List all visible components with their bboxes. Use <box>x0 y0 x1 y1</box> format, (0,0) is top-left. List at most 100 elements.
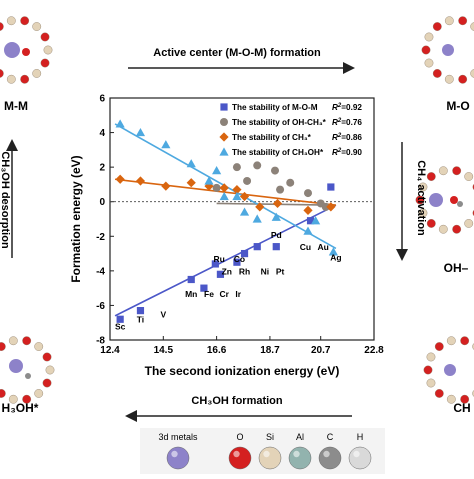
atom-label: Si <box>266 432 274 442</box>
ring-atom <box>43 45 53 55</box>
ring-atom <box>40 32 50 42</box>
atom-sphere <box>318 446 342 470</box>
data-point <box>303 226 313 235</box>
ring-atom <box>6 16 16 26</box>
ring-atom <box>421 45 431 55</box>
legend-r2: R2=0.76 <box>332 118 362 127</box>
ring-atom <box>446 394 456 404</box>
ring-atom <box>446 336 456 346</box>
legend-marker <box>220 103 228 111</box>
guest-atom <box>22 48 30 56</box>
data-point <box>161 181 171 191</box>
bottom-flow-label: CH₃OH formation <box>191 395 283 407</box>
point-label: Ti <box>137 315 144 325</box>
data-point <box>212 166 222 175</box>
data-point <box>304 189 312 198</box>
legend-r2: R2=0.90 <box>332 148 362 157</box>
point-label: V <box>160 310 166 320</box>
ring-atom <box>34 389 44 398</box>
ring-atom <box>426 172 436 181</box>
ring-atom <box>438 224 448 234</box>
point-label: Zn <box>222 266 232 276</box>
legend-label: The stability of OH-CH₃* <box>232 118 327 127</box>
ring-atom <box>434 342 444 351</box>
data-point <box>303 205 313 215</box>
legend-marker <box>219 132 229 142</box>
ring-atom <box>0 69 4 78</box>
zeolite-structures <box>0 16 474 404</box>
x-tick-label: 18.7 <box>260 345 280 356</box>
ring-atom <box>434 389 444 398</box>
guest-atom <box>444 364 456 376</box>
point-label: Pd <box>271 230 282 240</box>
ring-atom <box>42 378 52 388</box>
ring-atom <box>418 182 428 192</box>
plot-frame <box>109 97 375 341</box>
data-point <box>272 198 283 209</box>
label-ch: CH <box>453 401 470 415</box>
data-point <box>204 176 214 185</box>
guest-atom <box>25 373 31 379</box>
guest-atom <box>450 196 458 204</box>
data-point <box>286 178 295 187</box>
atom-highlight <box>353 450 360 458</box>
data-point <box>326 202 336 212</box>
data-point <box>116 315 124 323</box>
data-point <box>136 307 145 315</box>
fit-line <box>114 178 337 206</box>
ring-atom <box>423 365 433 375</box>
chart: 12.4 14.5 16.6 18.7 20.7 22.8 6 4 2 0 -2 -4 -6 -8 Sc T… <box>69 94 384 379</box>
legend-marker <box>219 147 229 156</box>
ring-atom <box>452 224 462 234</box>
point-label: Ag <box>330 252 341 262</box>
point-label: Ir <box>235 289 241 299</box>
data-point <box>115 119 125 128</box>
point-label: Co <box>234 254 245 264</box>
atom-sphere <box>166 446 190 470</box>
ring-atom <box>470 69 474 78</box>
ring-atom <box>426 352 436 362</box>
x-tick-label: 16.6 <box>207 345 227 356</box>
y-tick-label: -8 <box>96 336 105 347</box>
atom-sphere <box>288 446 312 470</box>
atom-highlight <box>293 450 300 458</box>
ring-atom <box>22 336 32 346</box>
guest-atom <box>4 42 20 58</box>
ring-atom <box>0 389 6 398</box>
guest-atom <box>9 359 23 373</box>
data-point <box>255 202 265 212</box>
label-m-o: M-O <box>446 99 469 113</box>
guest-atom <box>442 44 454 56</box>
ring-atom <box>426 219 436 228</box>
legend-r2: R2=0.86 <box>332 133 362 142</box>
ring-atom <box>8 336 18 346</box>
ring-atom <box>0 342 6 351</box>
data-point <box>272 243 280 251</box>
data-point <box>253 161 262 170</box>
ring-atom <box>460 336 470 346</box>
ring-atom <box>32 69 42 78</box>
ring-atom <box>20 16 30 26</box>
atom-sphere <box>228 446 252 470</box>
data-point <box>115 174 125 184</box>
data-point <box>327 183 335 191</box>
ring-atom <box>424 58 434 68</box>
x-tick-label: 20.7 <box>311 345 331 356</box>
atom-sphere <box>348 446 372 470</box>
data-point <box>252 214 262 223</box>
point-label: Ni <box>261 266 270 276</box>
atom-label: H <box>357 432 364 442</box>
ring-atom <box>45 365 55 375</box>
legend-label: The stability of M-O-M <box>232 103 318 112</box>
chart-legend: The stability of M-O-M R2=0.92 The stabili… <box>219 103 362 157</box>
data-point <box>311 216 321 225</box>
data-point <box>253 243 261 251</box>
ring-atom <box>6 74 16 84</box>
ring-atom <box>8 394 18 404</box>
ring-atom <box>458 16 468 26</box>
ring-atom <box>444 16 454 26</box>
x-tick-label: 12.4 <box>100 345 120 356</box>
data-point <box>243 176 252 185</box>
